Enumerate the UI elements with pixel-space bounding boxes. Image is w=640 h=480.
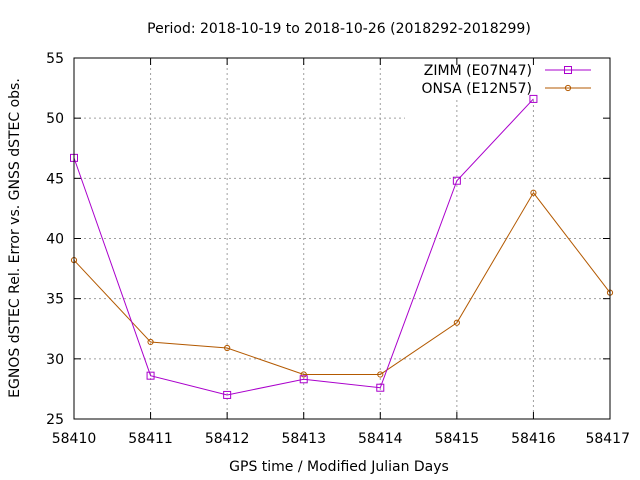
x-tick-label: 58417 (585, 431, 630, 447)
legend-label: ZIMM (E07N47) (424, 63, 532, 79)
grid (74, 58, 610, 419)
data-point (452, 176, 461, 185)
y-tick-label: 45 (46, 171, 64, 187)
data-point (224, 344, 231, 352)
data-point (146, 371, 155, 380)
x-tick-label: 58411 (128, 431, 173, 447)
y-tick-label: 25 (46, 412, 64, 428)
series-line (73, 191, 611, 375)
data-point (377, 371, 384, 378)
legend: ZIMM (E07N47) ONSA (E12N57) (421, 63, 591, 97)
y-tick-label: 30 (46, 352, 64, 368)
legend-swatch-marker (564, 66, 572, 74)
data-point (147, 338, 154, 346)
data-point (223, 390, 232, 399)
x-tick-label: 58414 (358, 431, 403, 447)
data-point (453, 319, 460, 326)
series-2 (70, 189, 614, 378)
legend-entry: ONSA (E12N57) (421, 81, 591, 97)
legend-label: ONSA (E12N57) (421, 81, 532, 97)
legend-entry: ZIMM (E07N47) (424, 63, 591, 79)
y-tick-label: 40 (46, 232, 64, 248)
series-1 (70, 94, 538, 399)
series-line (73, 98, 534, 396)
data-point (300, 371, 307, 378)
y-tick-label: 35 (46, 292, 64, 308)
x-tick-label: 58413 (281, 431, 326, 447)
chart-title: Period: 2018-10-19 to 2018-10-26 (201829… (147, 21, 531, 37)
y-tick-label: 55 (46, 51, 64, 67)
data-point (376, 383, 385, 392)
x-tick-label: 58416 (511, 431, 556, 447)
data-point (299, 375, 308, 384)
y-tick-label: 50 (46, 111, 64, 127)
axis-ticks: 25 30 35 40 45 50 55 58410 58411 58412 58413 58414 5… (46, 51, 630, 447)
x-axis-title: GPS time / Modified Julian Days (229, 459, 449, 475)
plot-frame (73, 57, 611, 420)
series-group (70, 94, 614, 399)
x-tick-label: 58410 (52, 431, 97, 447)
legend-swatch-marker (564, 84, 572, 92)
x-tick-label: 58415 (435, 431, 480, 447)
x-tick-label: 58412 (205, 431, 250, 447)
y-axis-title: EGNOS dSTEC Rel. Error vs. GNSS dSTEC ob… (7, 78, 23, 398)
data-point (530, 189, 537, 196)
data-point (529, 94, 538, 103)
